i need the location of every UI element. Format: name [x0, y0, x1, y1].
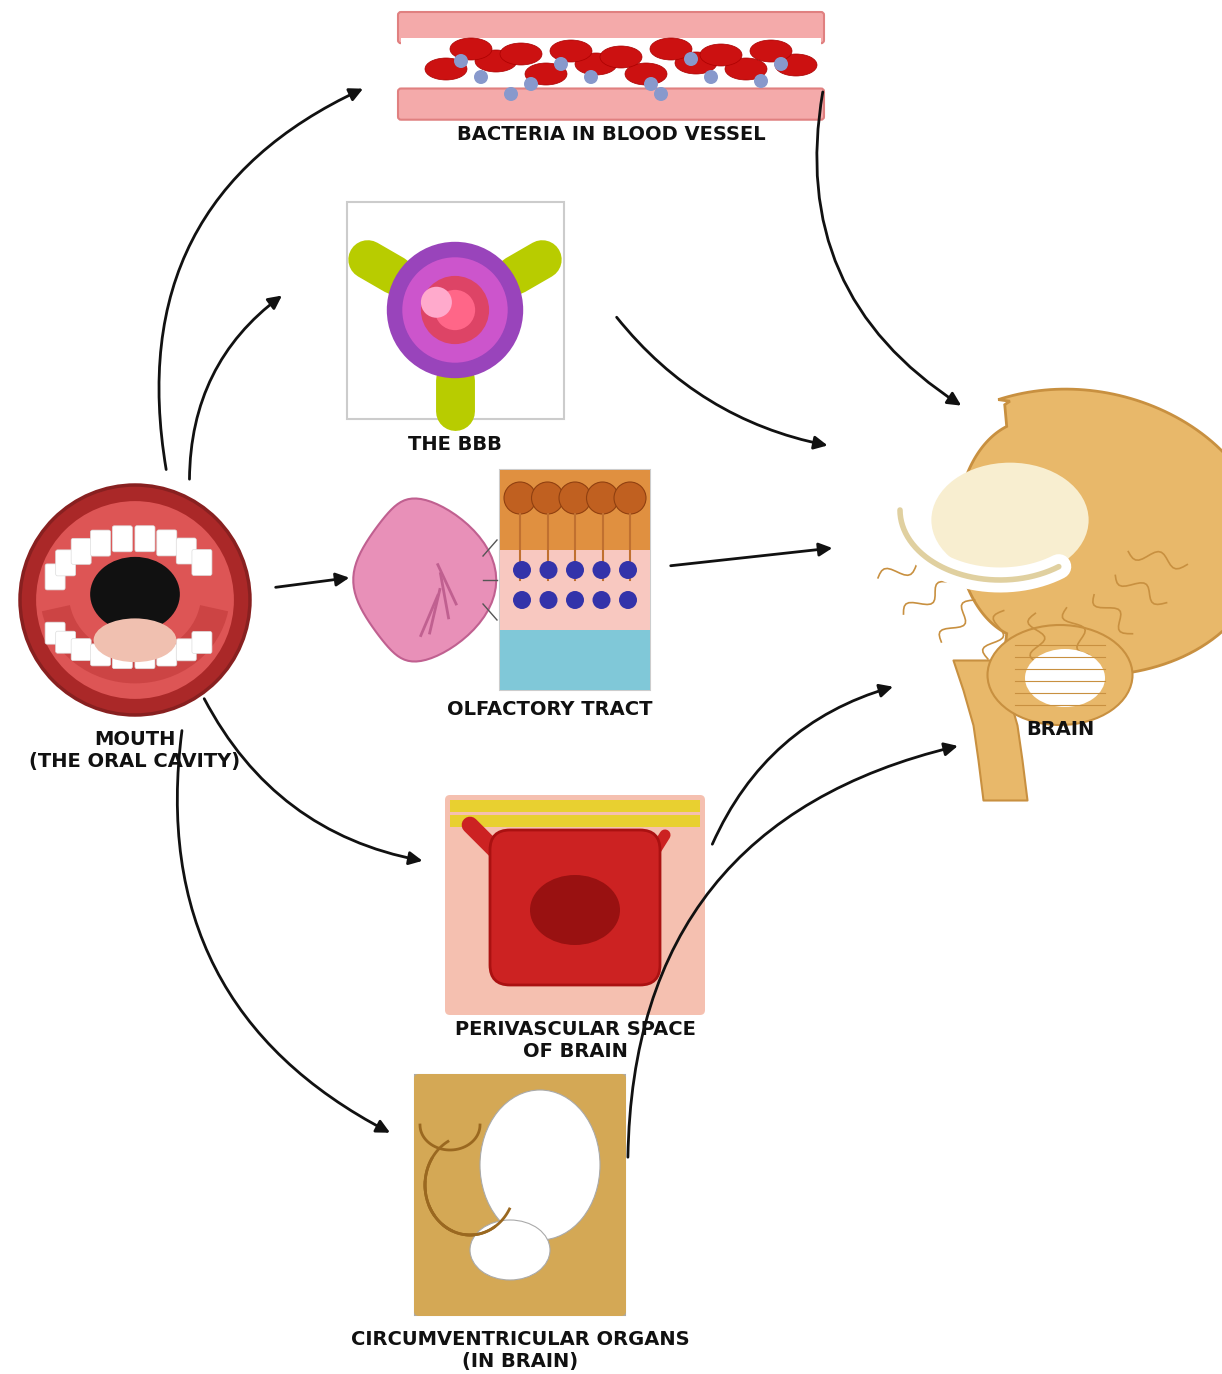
Ellipse shape	[750, 40, 792, 62]
FancyBboxPatch shape	[56, 631, 76, 653]
Circle shape	[554, 56, 568, 71]
FancyBboxPatch shape	[112, 526, 132, 552]
FancyBboxPatch shape	[134, 526, 155, 552]
Ellipse shape	[675, 52, 717, 74]
Ellipse shape	[470, 1220, 550, 1281]
Ellipse shape	[425, 58, 467, 80]
Ellipse shape	[725, 58, 767, 80]
Circle shape	[558, 482, 591, 514]
Circle shape	[513, 561, 532, 578]
Ellipse shape	[525, 63, 567, 85]
FancyBboxPatch shape	[176, 539, 197, 563]
Circle shape	[774, 56, 788, 71]
FancyBboxPatch shape	[192, 632, 211, 654]
Bar	[415, 1074, 624, 1315]
Circle shape	[539, 561, 557, 578]
Circle shape	[566, 591, 584, 609]
FancyBboxPatch shape	[45, 563, 65, 589]
Ellipse shape	[90, 556, 180, 632]
Circle shape	[532, 482, 563, 514]
Circle shape	[402, 257, 507, 363]
Ellipse shape	[450, 38, 492, 60]
Bar	[401, 38, 821, 77]
Ellipse shape	[550, 40, 591, 62]
Ellipse shape	[500, 43, 543, 65]
Circle shape	[754, 74, 767, 88]
Bar	[347, 202, 563, 419]
Circle shape	[20, 485, 251, 714]
Circle shape	[613, 482, 646, 514]
Circle shape	[704, 70, 719, 84]
Circle shape	[387, 242, 523, 378]
Ellipse shape	[94, 618, 176, 662]
Text: MOUTH
(THE ORAL CAVITY): MOUTH (THE ORAL CAVITY)	[29, 730, 241, 771]
Text: THE BBB: THE BBB	[408, 436, 502, 453]
Circle shape	[684, 52, 698, 66]
FancyBboxPatch shape	[445, 796, 705, 1015]
Ellipse shape	[650, 38, 692, 60]
Bar	[500, 550, 650, 631]
Bar	[500, 470, 650, 690]
Circle shape	[513, 591, 532, 609]
Circle shape	[455, 54, 468, 67]
Text: BRAIN: BRAIN	[1026, 720, 1094, 739]
Bar	[500, 470, 650, 550]
FancyBboxPatch shape	[134, 647, 155, 669]
Circle shape	[620, 561, 637, 578]
Text: CIRCUMVENTRICULAR ORGANS
(IN BRAIN): CIRCUMVENTRICULAR ORGANS (IN BRAIN)	[351, 1330, 689, 1371]
Ellipse shape	[530, 875, 620, 945]
Circle shape	[539, 591, 557, 609]
FancyBboxPatch shape	[56, 550, 76, 576]
Text: PERIVASCULAR SPACE
OF BRAIN: PERIVASCULAR SPACE OF BRAIN	[455, 1020, 695, 1061]
Circle shape	[644, 77, 657, 91]
Ellipse shape	[600, 45, 642, 67]
Text: OLFACTORY TRACT: OLFACTORY TRACT	[447, 699, 653, 719]
Circle shape	[584, 70, 598, 84]
Circle shape	[587, 482, 618, 514]
FancyBboxPatch shape	[398, 88, 824, 120]
Ellipse shape	[931, 463, 1089, 577]
Ellipse shape	[1025, 649, 1105, 708]
Bar	[450, 800, 700, 812]
Ellipse shape	[480, 1090, 600, 1239]
Circle shape	[620, 591, 637, 609]
FancyBboxPatch shape	[45, 622, 65, 644]
FancyBboxPatch shape	[156, 644, 177, 666]
Ellipse shape	[576, 54, 617, 76]
Circle shape	[420, 276, 489, 344]
Ellipse shape	[700, 44, 742, 66]
Ellipse shape	[775, 54, 818, 76]
FancyBboxPatch shape	[90, 644, 110, 666]
Circle shape	[503, 482, 536, 514]
Bar	[500, 631, 650, 690]
Ellipse shape	[475, 49, 517, 71]
FancyBboxPatch shape	[414, 1074, 626, 1316]
Circle shape	[593, 591, 611, 609]
FancyBboxPatch shape	[71, 539, 92, 565]
Circle shape	[593, 561, 611, 578]
FancyBboxPatch shape	[112, 647, 132, 669]
FancyBboxPatch shape	[398, 12, 824, 43]
Circle shape	[524, 77, 538, 91]
Circle shape	[503, 87, 518, 102]
FancyBboxPatch shape	[176, 639, 197, 661]
FancyBboxPatch shape	[156, 530, 177, 556]
Circle shape	[420, 287, 452, 317]
FancyBboxPatch shape	[490, 830, 660, 985]
Ellipse shape	[987, 625, 1133, 725]
FancyBboxPatch shape	[90, 530, 110, 556]
Text: BACTERIA IN BLOOD VESSEL: BACTERIA IN BLOOD VESSEL	[457, 125, 765, 144]
FancyBboxPatch shape	[71, 639, 92, 661]
Ellipse shape	[624, 63, 667, 85]
FancyBboxPatch shape	[192, 550, 211, 576]
Polygon shape	[353, 499, 496, 661]
Polygon shape	[957, 389, 1222, 676]
Circle shape	[654, 87, 668, 102]
Bar	[450, 815, 700, 827]
Circle shape	[37, 502, 233, 699]
Circle shape	[474, 70, 488, 84]
Circle shape	[566, 561, 584, 578]
Circle shape	[435, 290, 475, 330]
